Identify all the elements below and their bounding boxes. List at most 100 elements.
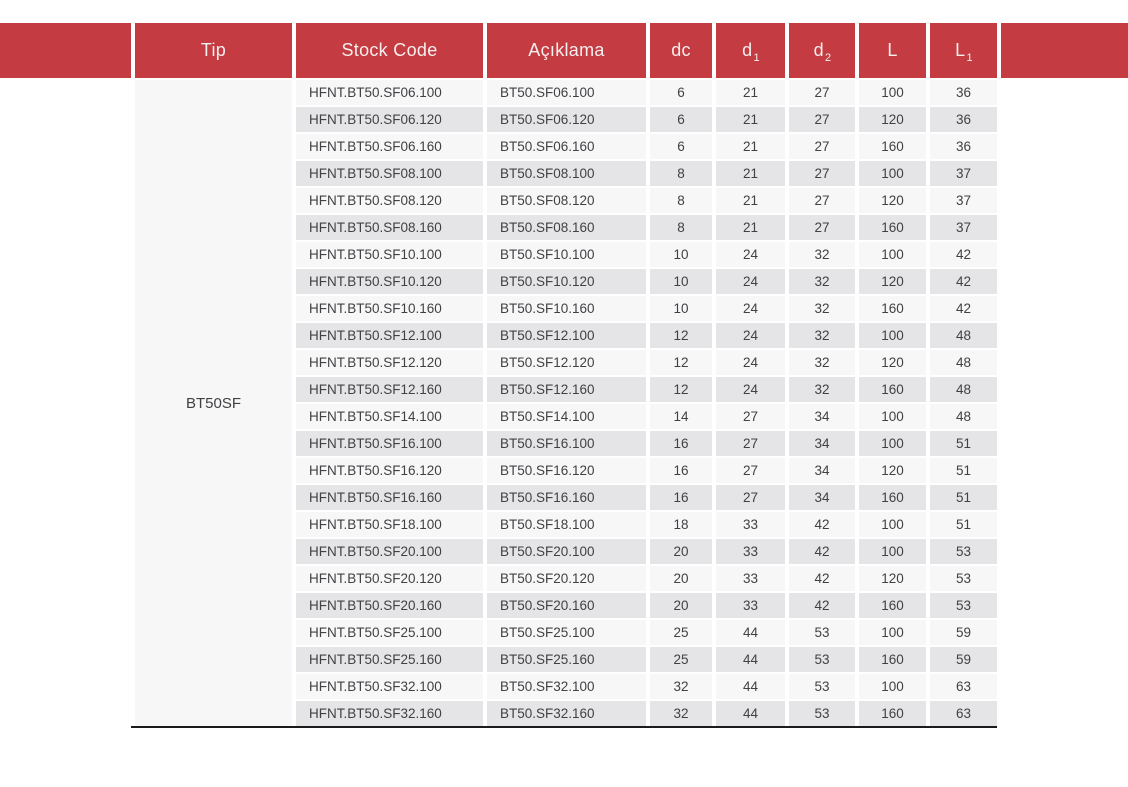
cell-l: 160	[859, 377, 926, 402]
cell-dc: 25	[650, 620, 712, 645]
cell-dc: 16	[650, 485, 712, 510]
cell-l1: 36	[930, 80, 997, 105]
cell-d2: 42	[789, 593, 855, 618]
cell-l1: 48	[930, 350, 997, 375]
cell-l: 120	[859, 269, 926, 294]
cell-dc: 25	[650, 647, 712, 672]
cell-dc: 8	[650, 188, 712, 213]
tip-group-cell: BT50SF	[135, 80, 292, 726]
cell-d2: 42	[789, 566, 855, 591]
cell-l: 120	[859, 350, 926, 375]
cell-stock-code: HFNT.BT50.SF14.100	[296, 404, 483, 429]
cell-d2: 27	[789, 80, 855, 105]
cell-d1: 21	[716, 107, 785, 132]
cell-dc: 10	[650, 242, 712, 267]
cell-aciklama: BT50.SF08.120	[487, 188, 646, 213]
cell-l: 100	[859, 620, 926, 645]
cell-d2: 53	[789, 620, 855, 645]
cell-dc: 10	[650, 269, 712, 294]
cell-dc: 10	[650, 296, 712, 321]
cell-l1: 48	[930, 377, 997, 402]
cell-d2: 32	[789, 269, 855, 294]
cell-d1: 44	[716, 674, 785, 699]
cell-stock-code: HFNT.BT50.SF16.160	[296, 485, 483, 510]
cell-stock-code: HFNT.BT50.SF06.120	[296, 107, 483, 132]
column-header-subscript: 2	[824, 51, 832, 64]
cell-l1: 42	[930, 242, 997, 267]
cell-l: 100	[859, 404, 926, 429]
cell-l: 100	[859, 512, 926, 537]
cell-aciklama: BT50.SF06.120	[487, 107, 646, 132]
cell-l1: 36	[930, 107, 997, 132]
cell-aciklama: BT50.SF32.100	[487, 674, 646, 699]
column-header-l: L	[859, 23, 926, 78]
cell-l: 120	[859, 188, 926, 213]
column-header-stock-code: Stock Code	[296, 23, 483, 78]
cell-stock-code: HFNT.BT50.SF20.120	[296, 566, 483, 591]
cell-d2: 32	[789, 242, 855, 267]
cell-l: 120	[859, 458, 926, 483]
table-bottom-border	[131, 726, 997, 728]
cell-d1: 27	[716, 431, 785, 456]
cell-l1: 37	[930, 188, 997, 213]
cell-stock-code: HFNT.BT50.SF25.160	[296, 647, 483, 672]
column-header-tip: Tip	[135, 23, 292, 78]
cell-dc: 12	[650, 323, 712, 348]
column-header-label: Açıklama	[528, 40, 605, 60]
cell-l: 100	[859, 674, 926, 699]
cell-d1: 44	[716, 647, 785, 672]
cell-d2: 34	[789, 431, 855, 456]
cell-l: 100	[859, 242, 926, 267]
cell-d1: 21	[716, 161, 785, 186]
cell-d2: 32	[789, 350, 855, 375]
cell-l1: 37	[930, 161, 997, 186]
cell-stock-code: HFNT.BT50.SF25.100	[296, 620, 483, 645]
cell-l1: 59	[930, 620, 997, 645]
cell-l1: 51	[930, 485, 997, 510]
cell-d2: 34	[789, 458, 855, 483]
cell-d1: 24	[716, 269, 785, 294]
cell-dc: 12	[650, 350, 712, 375]
cell-dc: 8	[650, 161, 712, 186]
cell-d1: 21	[716, 215, 785, 240]
cell-d1: 33	[716, 512, 785, 537]
cell-stock-code: HFNT.BT50.SF18.100	[296, 512, 483, 537]
cell-l1: 42	[930, 269, 997, 294]
cell-stock-code: HFNT.BT50.SF08.100	[296, 161, 483, 186]
cell-d1: 24	[716, 323, 785, 348]
column-header-aciklama: Açıklama	[487, 23, 646, 78]
cell-dc: 14	[650, 404, 712, 429]
cell-d2: 27	[789, 215, 855, 240]
cell-stock-code: HFNT.BT50.SF10.120	[296, 269, 483, 294]
cell-stock-code: HFNT.BT50.SF06.160	[296, 134, 483, 159]
cell-l: 100	[859, 431, 926, 456]
cell-stock-code: HFNT.BT50.SF16.100	[296, 431, 483, 456]
cell-d1: 21	[716, 80, 785, 105]
cell-aciklama: BT50.SF08.160	[487, 215, 646, 240]
column-header-label: L	[955, 40, 966, 60]
cell-d2: 53	[789, 647, 855, 672]
cell-d1: 21	[716, 134, 785, 159]
cell-l1: 51	[930, 512, 997, 537]
cell-d2: 27	[789, 107, 855, 132]
cell-d2: 53	[789, 674, 855, 699]
cell-aciklama: BT50.SF16.160	[487, 485, 646, 510]
cell-stock-code: HFNT.BT50.SF08.120	[296, 188, 483, 213]
cell-l: 100	[859, 539, 926, 564]
cell-stock-code: HFNT.BT50.SF12.100	[296, 323, 483, 348]
cell-aciklama: BT50.SF10.160	[487, 296, 646, 321]
column-header-subscript: 1	[753, 51, 760, 64]
cell-l: 100	[859, 323, 926, 348]
cell-stock-code: HFNT.BT50.SF12.120	[296, 350, 483, 375]
cell-aciklama: BT50.SF25.160	[487, 647, 646, 672]
cell-d1: 33	[716, 566, 785, 591]
cell-d1: 44	[716, 701, 785, 726]
cell-stock-code: HFNT.BT50.SF32.160	[296, 701, 483, 726]
cell-l1: 42	[930, 296, 997, 321]
cell-aciklama: BT50.SF25.100	[487, 620, 646, 645]
cell-dc: 20	[650, 593, 712, 618]
cell-aciklama: BT50.SF10.100	[487, 242, 646, 267]
cell-stock-code: HFNT.BT50.SF08.160	[296, 215, 483, 240]
